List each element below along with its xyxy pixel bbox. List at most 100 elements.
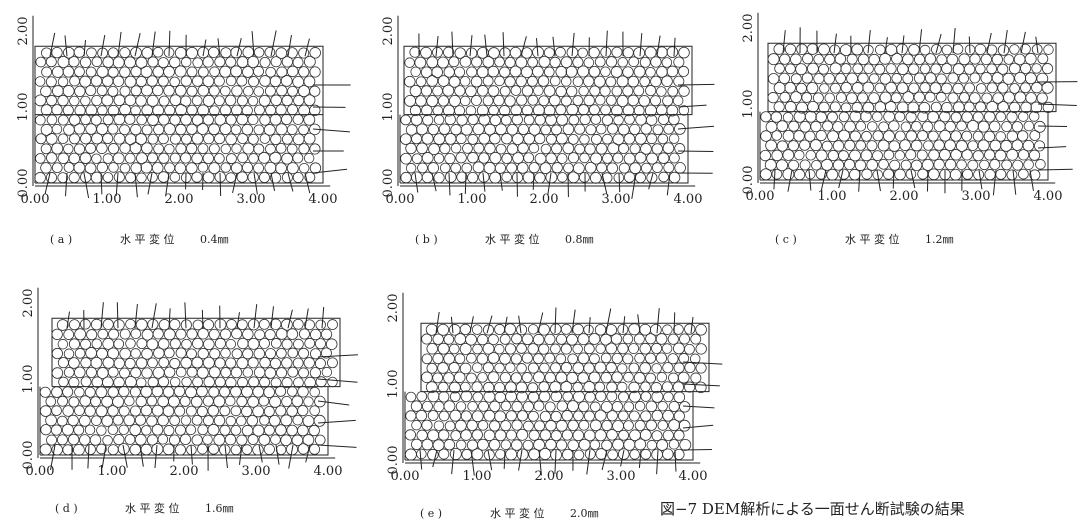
particle — [883, 168, 895, 180]
particle — [645, 66, 656, 78]
particle — [287, 85, 298, 97]
particle — [1009, 83, 1020, 94]
particle — [298, 66, 310, 78]
particle — [891, 73, 903, 84]
particle — [219, 328, 232, 340]
particle — [231, 143, 242, 154]
particle — [253, 65, 264, 77]
particle — [175, 143, 187, 155]
particle — [169, 56, 181, 69]
particle — [579, 134, 590, 145]
particle — [484, 123, 496, 136]
particle — [426, 75, 439, 87]
particle — [46, 434, 58, 446]
particle — [538, 381, 550, 393]
particle — [802, 53, 814, 65]
particle — [523, 420, 534, 432]
particle — [640, 448, 652, 460]
particle — [84, 424, 96, 436]
particle — [130, 162, 142, 174]
particle — [673, 342, 685, 355]
particle — [327, 376, 338, 388]
particle — [617, 410, 629, 422]
particle — [230, 405, 242, 417]
particle — [1001, 159, 1013, 171]
particle — [500, 114, 512, 126]
force-line — [622, 316, 626, 334]
force-line — [1037, 125, 1068, 128]
particle — [186, 66, 198, 78]
particle — [510, 372, 522, 384]
particle — [174, 444, 187, 456]
particle — [119, 85, 131, 97]
particle — [455, 401, 467, 412]
particle — [644, 46, 657, 59]
particle — [135, 56, 148, 69]
particle — [1029, 130, 1041, 141]
particle — [258, 434, 271, 446]
y-tick-label: 1.00 — [386, 370, 401, 399]
particle — [119, 124, 130, 136]
x-tick-label: 2.00 — [535, 469, 564, 484]
particle — [1029, 169, 1041, 181]
particle — [765, 121, 778, 133]
particle — [454, 47, 466, 59]
particle — [287, 366, 299, 378]
particle — [124, 152, 136, 164]
force-line — [270, 30, 277, 57]
particle — [265, 104, 277, 116]
particle — [220, 85, 231, 97]
particle — [454, 353, 466, 364]
particle — [258, 94, 271, 107]
particle — [141, 46, 154, 59]
particle — [431, 66, 443, 78]
particle — [425, 381, 438, 394]
caption-text: 水 平 変 位 — [125, 501, 180, 515]
particle — [623, 133, 636, 145]
particle — [862, 101, 875, 114]
particle — [405, 142, 417, 155]
particle — [196, 385, 208, 398]
particle — [607, 449, 619, 461]
particle — [86, 329, 98, 341]
particle — [919, 44, 931, 56]
force-line — [952, 27, 956, 54]
particle — [129, 386, 141, 398]
particle — [90, 356, 103, 369]
force-line — [673, 312, 676, 334]
particle — [538, 390, 551, 403]
y-tick-label: 2.00 — [386, 294, 401, 323]
force-line — [236, 312, 240, 329]
particle — [510, 104, 522, 116]
particle — [459, 76, 471, 87]
particle — [80, 357, 92, 369]
particle — [157, 133, 169, 145]
particle — [456, 171, 468, 183]
force-line — [503, 449, 506, 469]
particle — [169, 318, 181, 331]
particle — [806, 43, 819, 55]
particle — [426, 56, 439, 69]
particle — [527, 382, 539, 394]
particle — [767, 53, 780, 66]
particle — [967, 159, 979, 171]
force-line — [588, 317, 591, 334]
particle — [444, 113, 456, 126]
particle — [51, 46, 63, 59]
particle — [589, 439, 601, 450]
particle — [292, 133, 305, 146]
particle — [511, 133, 524, 145]
force-line — [773, 169, 776, 190]
particle — [612, 438, 625, 451]
particle — [500, 400, 512, 412]
force-line — [532, 172, 535, 190]
particle — [782, 149, 795, 161]
particle — [90, 318, 103, 331]
particle — [270, 434, 281, 445]
particle — [275, 162, 287, 175]
particle — [466, 419, 478, 432]
particle — [281, 172, 293, 184]
force-line — [224, 444, 228, 469]
particle — [534, 114, 546, 126]
particle — [95, 405, 108, 418]
